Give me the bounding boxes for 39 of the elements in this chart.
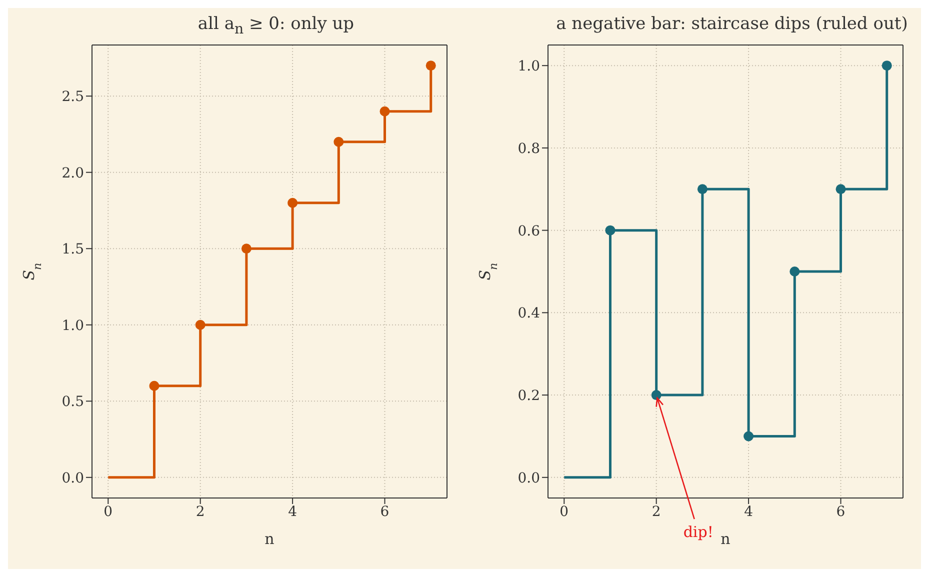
point — [334, 136, 344, 147]
y-tick-label: 0.5 — [62, 394, 84, 410]
y-tick-label: 1.0 — [62, 318, 84, 334]
y-tick-label: 0.2 — [518, 388, 540, 404]
y-tick-label: 1.0 — [518, 58, 540, 75]
x-tick-label: 4 — [288, 504, 298, 520]
y-tick-label: 0.8 — [518, 140, 540, 157]
point — [241, 244, 252, 254]
y-tick-label: 1.5 — [62, 242, 84, 258]
point — [149, 380, 160, 391]
y-tick-label: 0.0 — [62, 470, 84, 486]
x-axis-title: n — [720, 530, 731, 548]
point — [426, 60, 436, 71]
x-tick-label: 0 — [104, 504, 113, 520]
chart-title: a negative bar: staircase dips (ruled out) — [555, 14, 909, 34]
y-tick-label: 0.4 — [518, 306, 540, 322]
x-axis-title: n — [264, 530, 275, 548]
point — [790, 266, 800, 276]
point — [697, 184, 708, 194]
x-tick-label: 6 — [380, 504, 390, 520]
point — [605, 225, 616, 236]
point — [836, 184, 846, 194]
y-tick-label: 2.0 — [62, 165, 84, 182]
point — [380, 106, 390, 116]
x-tick-label: 6 — [836, 504, 846, 520]
y-tick-label: 0.0 — [518, 470, 540, 486]
point — [651, 390, 662, 400]
point — [882, 60, 892, 71]
y-tick-label: 2.5 — [62, 89, 84, 106]
x-tick-label: 2 — [196, 504, 205, 520]
x-tick-label: 0 — [560, 504, 569, 520]
chart-title: all a$_{n}$ ≥ 0: only up — [196, 14, 356, 38]
point — [744, 431, 754, 442]
x-tick-label: 4 — [744, 504, 754, 520]
y-tick-label: 0.6 — [518, 223, 540, 240]
x-tick-label: 2 — [652, 504, 661, 520]
point — [195, 320, 206, 330]
annotation: dip! — [683, 523, 714, 542]
point — [288, 198, 298, 208]
